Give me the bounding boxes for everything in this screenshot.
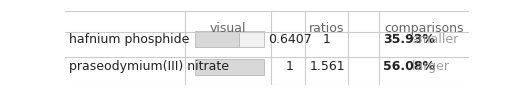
Text: smaller: smaller xyxy=(408,33,458,46)
Text: comparisons: comparisons xyxy=(384,22,464,35)
Text: visual: visual xyxy=(209,22,246,35)
Text: 1.561: 1.561 xyxy=(309,61,345,74)
Bar xyxy=(195,59,264,75)
Text: 0.6407: 0.6407 xyxy=(268,33,312,46)
Text: praseodymium(III) nitrate: praseodymium(III) nitrate xyxy=(69,61,229,74)
Bar xyxy=(195,31,239,47)
Text: 35.93%: 35.93% xyxy=(383,33,435,46)
Bar xyxy=(239,31,264,47)
Text: 56.08%: 56.08% xyxy=(383,61,435,74)
Text: 1: 1 xyxy=(286,61,294,74)
Text: 1: 1 xyxy=(323,33,331,46)
Text: ratios: ratios xyxy=(308,22,344,35)
Text: larger: larger xyxy=(408,61,450,74)
Text: hafnium phosphide: hafnium phosphide xyxy=(69,33,189,46)
